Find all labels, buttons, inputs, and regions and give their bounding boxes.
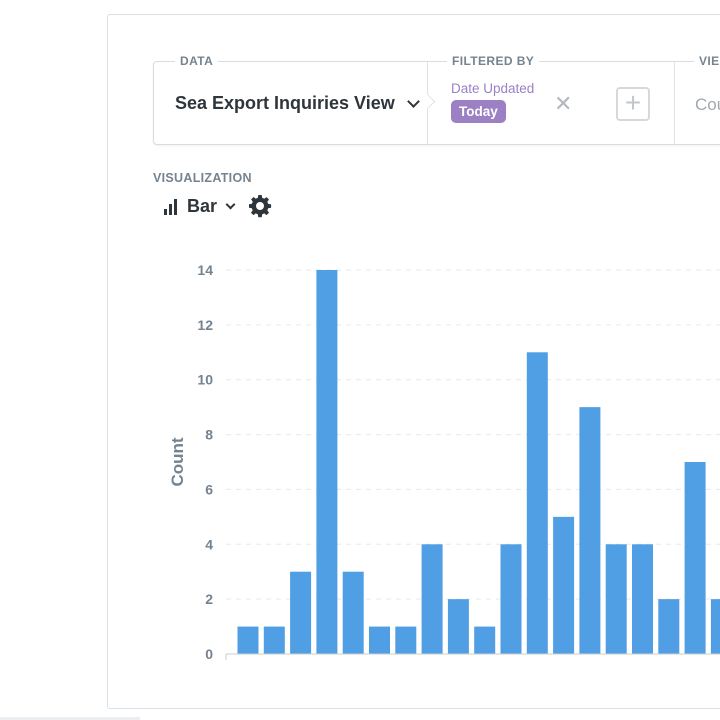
y-tick-label: 4 xyxy=(205,536,213,552)
bar-chart-icon xyxy=(164,198,177,215)
bar[interactable] xyxy=(632,544,653,654)
visualization-label: VISUALIZATION xyxy=(153,171,252,185)
y-tick-label: 14 xyxy=(197,262,213,278)
bar[interactable] xyxy=(447,599,469,654)
bar[interactable] xyxy=(395,626,417,654)
filter-value-pill[interactable]: Today xyxy=(451,100,506,123)
bar[interactable] xyxy=(658,599,680,654)
bar[interactable] xyxy=(605,544,627,654)
y-axis-label: Count xyxy=(168,437,187,486)
gear-icon[interactable] xyxy=(248,194,272,218)
visualization-type-label: Bar xyxy=(187,196,218,216)
add-filter-button[interactable]: + xyxy=(616,87,650,121)
filter-field-name: Date Updated xyxy=(451,81,535,96)
bar[interactable] xyxy=(237,626,259,654)
y-tick-label: 8 xyxy=(205,427,213,443)
bar[interactable] xyxy=(710,599,720,654)
y-tick-label: 2 xyxy=(205,591,213,607)
bar[interactable] xyxy=(369,626,390,654)
bar[interactable] xyxy=(500,544,522,654)
bar[interactable] xyxy=(421,544,443,654)
query-header-bar: DATA Sea Export Inquiries View FILTERED … xyxy=(153,54,720,145)
bar[interactable] xyxy=(684,462,706,654)
view-value[interactable]: Cou xyxy=(695,95,720,114)
panel-shadow xyxy=(0,717,140,720)
data-step-label: DATA xyxy=(175,54,219,68)
y-tick-label: 10 xyxy=(197,372,213,388)
bar[interactable] xyxy=(342,571,364,654)
bar[interactable] xyxy=(553,516,575,654)
bar[interactable] xyxy=(290,571,312,654)
data-source-name: Sea Export Inquiries View xyxy=(175,93,395,113)
data-source-select[interactable]: Sea Export Inquiries View xyxy=(175,93,420,114)
bar[interactable] xyxy=(474,626,496,654)
y-tick-label: 0 xyxy=(205,646,213,662)
bar[interactable] xyxy=(526,352,548,654)
bar[interactable] xyxy=(263,626,285,654)
step-divider xyxy=(674,62,675,144)
y-tick-label: 6 xyxy=(205,481,213,497)
view-step-label: VIE xyxy=(694,54,720,68)
bar[interactable] xyxy=(579,407,601,654)
filtered-by-label: FILTERED BY xyxy=(447,54,540,68)
visualization-type-picker[interactable]: Bar xyxy=(164,196,236,217)
bar[interactable] xyxy=(316,270,338,654)
remove-filter-icon[interactable]: ✕ xyxy=(554,91,573,116)
y-tick-label: 12 xyxy=(197,317,213,333)
